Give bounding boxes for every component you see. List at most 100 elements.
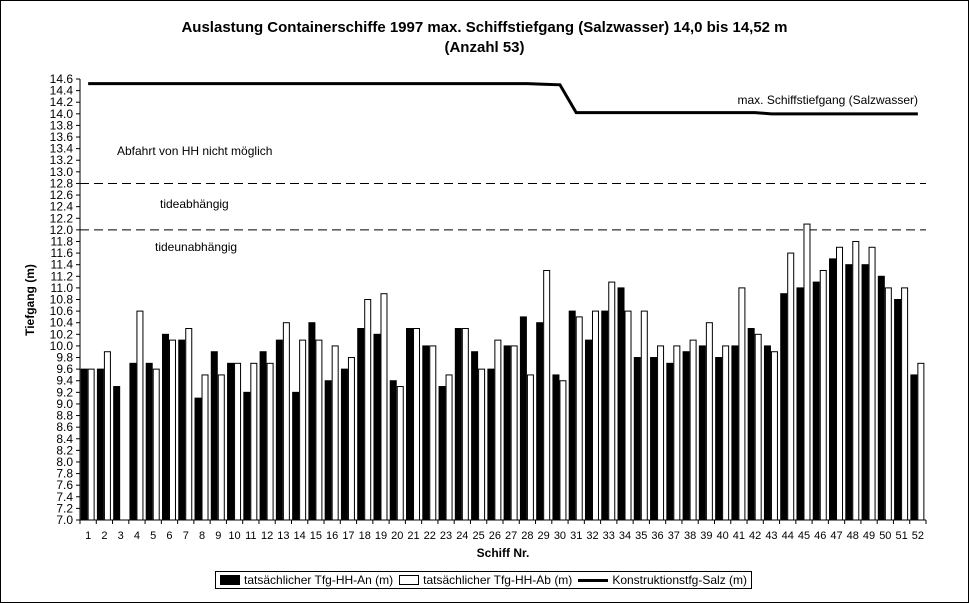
- x-tick-label: 42: [749, 530, 761, 542]
- bar-an: [812, 281, 820, 521]
- y-tick-label: 8.0: [56, 455, 73, 469]
- y-tick-label: 7.8: [56, 467, 73, 481]
- x-tick-label: 20: [391, 530, 403, 542]
- x-tick-label: 43: [765, 530, 777, 542]
- bar-ab: [250, 362, 258, 521]
- x-tick-label: 50: [879, 530, 891, 542]
- x-tick-label: 46: [814, 530, 826, 542]
- bar-an: [145, 362, 153, 521]
- bar-ab: [103, 351, 111, 521]
- x-tick-label: 25: [472, 530, 484, 542]
- bar-an: [406, 328, 414, 521]
- x-tick-label: 15: [310, 530, 322, 542]
- x-tick-label: 28: [521, 530, 533, 542]
- y-tick-label: 10.8: [50, 293, 74, 307]
- bar-ab: [347, 357, 355, 521]
- y-tick-label: 13.8: [50, 118, 74, 132]
- x-tick-label: 2: [101, 530, 107, 542]
- y-tick-label: 10.2: [50, 327, 74, 341]
- y-tick-label: 13.2: [50, 153, 74, 167]
- x-tick-label: 23: [440, 530, 452, 542]
- bar-ab: [624, 310, 632, 521]
- bar-an: [340, 368, 348, 521]
- bar-an: [487, 368, 495, 521]
- bar-an: [552, 374, 560, 521]
- bar-ab: [461, 328, 469, 521]
- annotation-abfahrt: Abfahrt von HH nicht möglich: [117, 144, 272, 158]
- x-tick-label: 24: [456, 530, 468, 542]
- x-tick-label: 6: [166, 530, 172, 542]
- bar-an: [324, 380, 332, 521]
- bar-an: [650, 357, 658, 521]
- y-tick-label: 9.6: [56, 362, 73, 376]
- annotations-group: max. Schiffstiefgang (Salzwasser) Abfahr…: [117, 93, 918, 254]
- bar-an: [194, 397, 202, 521]
- line-series-group: [88, 82, 918, 116]
- x-tick-label: 37: [668, 530, 680, 542]
- annotation-max-tiefgang: max. Schiffstiefgang (Salzwasser): [737, 93, 918, 107]
- bar-ab: [445, 374, 453, 521]
- y-tick-label: 14.6: [50, 72, 74, 86]
- bar-an: [373, 333, 381, 521]
- y-tick-label: 8.6: [56, 420, 73, 434]
- y-tick-label: 12.4: [50, 200, 74, 214]
- legend-item-ab: tatsächlicher Tfg-HH-Ab (m): [399, 573, 572, 587]
- bar-an: [438, 386, 446, 521]
- x-tick-label: 52: [912, 530, 924, 542]
- bar-ab: [559, 380, 567, 521]
- y-tick-label: 11.2: [51, 269, 74, 283]
- x-tick-label: 44: [782, 530, 794, 542]
- bar-an: [763, 345, 771, 521]
- bar-an: [113, 386, 121, 521]
- x-tick-label: 51: [895, 530, 907, 542]
- bar-an: [227, 362, 235, 521]
- bar-ab: [364, 299, 372, 521]
- y-tick-label: 7.0: [56, 513, 73, 527]
- bar-ab: [396, 386, 404, 521]
- y-tick-label: 9.2: [56, 385, 73, 399]
- bar-ab: [526, 374, 534, 521]
- bar-an: [536, 322, 544, 521]
- bar-ab: [819, 269, 827, 521]
- y-tick-label: 11.6: [51, 246, 74, 260]
- bar-an: [584, 339, 592, 521]
- bar-an: [698, 345, 706, 521]
- x-tick-label: 9: [215, 530, 221, 542]
- y-tick-label: 9.8: [56, 351, 73, 365]
- bar-ab: [836, 246, 844, 521]
- bar-an: [292, 391, 300, 521]
- x-tick-label: 3: [118, 530, 124, 542]
- bar-ab: [201, 374, 209, 521]
- bar-an: [617, 287, 625, 521]
- bar-ab: [413, 328, 421, 521]
- legend-label-ab: tatsächlicher Tfg-HH-Ab (m): [423, 573, 573, 587]
- axes-group: 7.07.27.47.67.88.08.28.48.68.89.09.29.49…: [50, 72, 927, 542]
- legend-swatch-konstruktion: [578, 578, 609, 582]
- bar-ab: [185, 328, 193, 521]
- y-tick-label: 11.4: [51, 258, 74, 272]
- bar-ab: [770, 351, 778, 521]
- bar-an: [601, 310, 609, 521]
- x-tick-label: 22: [424, 530, 436, 542]
- x-tick-label: 27: [505, 530, 517, 542]
- bar-an: [568, 310, 576, 521]
- y-tick-label: 9.0: [56, 397, 73, 411]
- bar-an: [275, 339, 283, 521]
- bar-ab: [640, 310, 648, 521]
- y-tick-label: 9.4: [56, 374, 73, 388]
- bar-ab: [673, 345, 681, 521]
- bar-ab: [168, 339, 176, 521]
- x-tick-label: 29: [538, 530, 550, 542]
- legend-label-an: tatsächlicher Tfg-HH-An (m): [244, 573, 394, 587]
- bar-ab: [87, 368, 95, 521]
- x-tick-label: 7: [183, 530, 189, 542]
- x-tick-label: 13: [277, 530, 289, 542]
- legend-item-konstruktion: Konstruktionstfg-Salz (m): [578, 573, 747, 587]
- bar-an: [389, 380, 397, 521]
- x-tick-label: 48: [847, 530, 859, 542]
- bar-an: [454, 328, 462, 521]
- bar-an: [877, 275, 885, 521]
- y-tick-label: 14.2: [50, 95, 74, 109]
- bar-ab: [429, 345, 437, 521]
- bar-an: [161, 333, 169, 521]
